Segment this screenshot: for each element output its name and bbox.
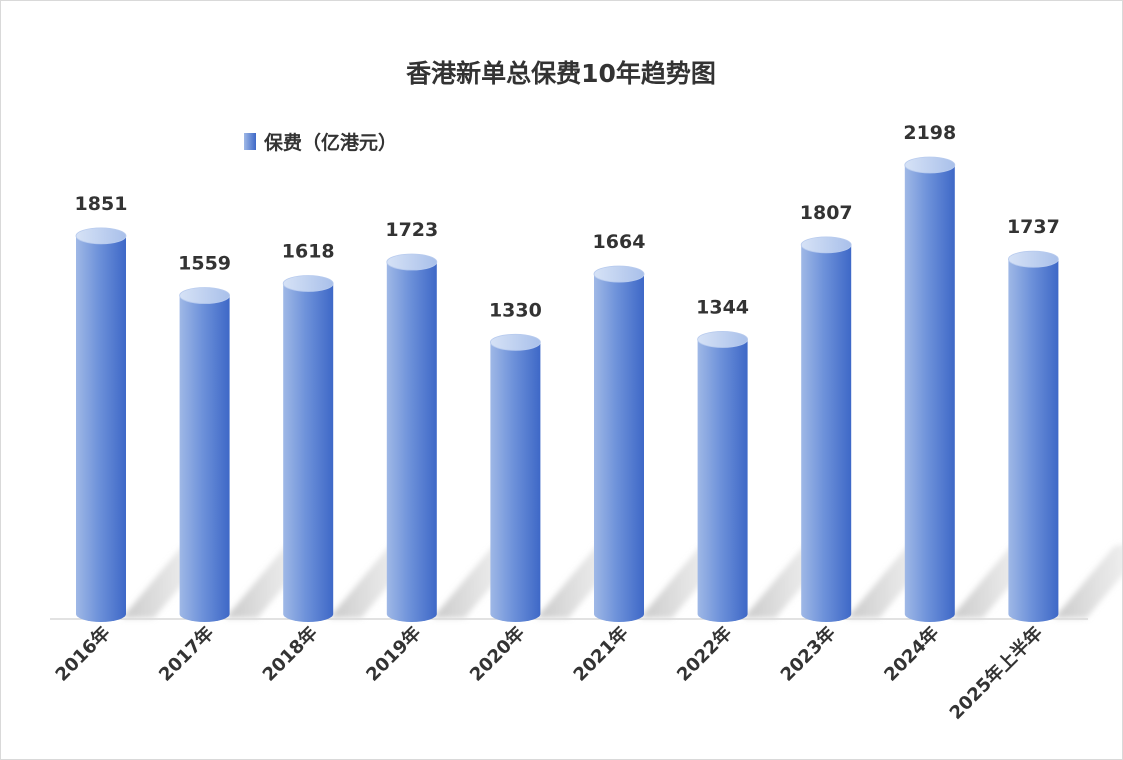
bar	[386, 262, 437, 622]
x-tick-label: 2017年	[154, 622, 218, 686]
bar	[490, 342, 541, 622]
bar-top	[75, 227, 127, 245]
bar-top	[593, 265, 645, 283]
data-labels: 1851 1559 1618 1723 1330 1664 1344 1807 2198 1737	[75, 122, 1060, 321]
x-tick-label: 2018年	[258, 622, 322, 686]
data-label: 1851	[75, 193, 128, 215]
bar	[283, 283, 334, 622]
x-tick-label: 2019年	[362, 622, 426, 686]
bar	[594, 274, 644, 622]
bar-top	[386, 253, 438, 271]
legend-label: 保费（亿港元）	[263, 131, 397, 154]
bar-top	[697, 331, 748, 348]
bar-top	[490, 333, 541, 351]
data-label: 1559	[178, 253, 231, 275]
x-tick-label: 2023年	[776, 622, 840, 686]
data-label: 1723	[385, 219, 438, 241]
x-tick-label: 2021年	[569, 622, 633, 686]
bar	[801, 244, 852, 622]
chart-title: 香港新单总保费10年趋势图	[406, 59, 716, 88]
bar-shadow	[1054, 545, 1123, 618]
bar	[76, 235, 126, 623]
data-label: 1807	[800, 202, 853, 224]
data-label: 2198	[903, 122, 956, 144]
data-label: 1664	[593, 231, 646, 253]
bar-top	[179, 287, 231, 304]
data-label: 1330	[489, 299, 542, 321]
x-tick-label: 2020年	[465, 622, 529, 686]
data-label: 1737	[1007, 216, 1060, 238]
x-tick-label: 2016年	[51, 622, 115, 686]
bar-top	[904, 156, 956, 174]
x-tick-label: 2024年	[880, 622, 944, 686]
bars	[75, 156, 1059, 623]
legend: 保费（亿港元）	[244, 131, 397, 154]
x-tick-label: 2025年上半年	[945, 622, 1047, 724]
data-label: 1344	[696, 296, 749, 318]
data-label: 1618	[282, 240, 335, 262]
x-axis-ticks: 2016年 2017年 2018年 2019年 2020年 2021年 2022年 2023年…	[51, 622, 1047, 724]
x-tick-label: 2022年	[672, 622, 736, 686]
bar	[697, 339, 748, 622]
bar-top	[282, 275, 334, 292]
bar	[1008, 259, 1059, 622]
bar-top	[800, 236, 852, 254]
bar	[179, 295, 230, 622]
bar-top	[1008, 250, 1059, 268]
bar	[904, 165, 955, 622]
legend-swatch	[244, 133, 256, 150]
